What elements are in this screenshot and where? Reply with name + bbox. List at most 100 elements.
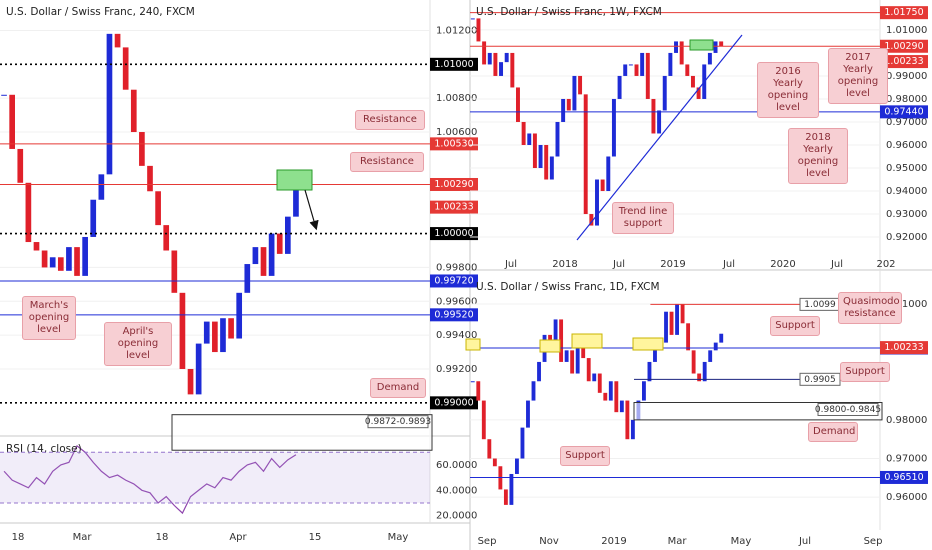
price-tag-label: 1.00530: [434, 138, 473, 149]
candle: [592, 373, 597, 382]
candle: [9, 94, 15, 149]
candle: [521, 121, 526, 145]
candle: [476, 18, 481, 42]
candle: [583, 94, 588, 215]
price-tag-label: 1.00290: [884, 41, 923, 52]
callout: Support: [840, 362, 890, 382]
candle: [668, 52, 673, 76]
candle: [285, 216, 291, 254]
x-tick-label: 15: [309, 532, 322, 543]
candle: [719, 333, 724, 343]
y-tick-label: 0.94000: [886, 186, 927, 197]
candle: [537, 361, 541, 382]
x-tick-label: Jul: [830, 259, 843, 270]
candle: [697, 373, 702, 382]
candle: [690, 75, 695, 88]
candle: [559, 319, 564, 362]
candle: [549, 156, 554, 180]
candle: [642, 381, 646, 401]
y-tick-label: 0.96000: [886, 140, 927, 151]
candle: [228, 318, 234, 339]
y-tick-label: 1.00600: [436, 127, 477, 138]
supply-box: [276, 169, 313, 191]
plot: [3, 444, 297, 515]
callout: Support: [770, 316, 820, 336]
y-tick-label: 1.01200: [436, 25, 477, 36]
candle: [696, 87, 701, 99]
candle: [25, 182, 32, 243]
y-tick-label: 0.98000: [886, 415, 927, 426]
x-tick-label: Apr: [229, 532, 247, 543]
chart-title: U.S. Dollar / Swiss Franc, 1W, FXCM: [476, 6, 662, 18]
candle: [586, 358, 591, 382]
candle: [685, 64, 690, 76]
candle: [503, 489, 508, 505]
zone-box: [465, 338, 481, 351]
candle: [657, 110, 662, 134]
candle: [578, 75, 583, 95]
candle: [41, 250, 48, 268]
candle: [106, 33, 113, 175]
candle: [581, 342, 586, 359]
x-tick-label: Sep: [864, 536, 883, 547]
candle: [179, 292, 186, 369]
candle: [220, 318, 226, 353]
candle: [719, 41, 724, 47]
x-tick-label: Nov: [539, 536, 559, 547]
candle: [482, 41, 487, 65]
zone-box: [571, 333, 603, 349]
callout: Demand: [808, 422, 858, 442]
price-tag-label: 0.97440: [884, 106, 923, 117]
callout: Trend line support: [612, 202, 674, 234]
price-tag-label: 1.00290: [434, 179, 473, 190]
price-tag: [430, 308, 478, 322]
last-price-label: 1.00233: [884, 56, 923, 67]
y-tick-label: 0.95000: [886, 163, 927, 174]
price-tag-label: 1.00000: [434, 228, 473, 239]
callout: Quasimodo resistance: [838, 292, 902, 324]
plot: [470, 12, 880, 238]
price-tag: [430, 137, 478, 151]
price-tag-label: 1.01000: [434, 59, 473, 70]
candle: [628, 64, 633, 66]
candle: [171, 250, 178, 293]
y-tick-label: 0.93000: [886, 209, 927, 220]
x-tick-label: 2019: [601, 536, 626, 547]
y-tick-label: 0.99400: [436, 330, 477, 341]
candle: [570, 350, 575, 374]
callout: Resistance: [355, 110, 425, 130]
candle: [611, 98, 616, 157]
x-tick-label: May: [388, 532, 409, 543]
zone-tag: [817, 403, 879, 416]
candle: [57, 257, 64, 271]
candle: [66, 247, 72, 271]
price-tag: [430, 57, 478, 71]
candle: [122, 47, 129, 90]
candle: [691, 350, 696, 374]
x-tick-label: 202: [876, 259, 895, 270]
candle: [634, 64, 639, 76]
candle: [561, 98, 566, 122]
candle: [664, 311, 668, 343]
callout: 2016 Yearly opening level: [757, 62, 819, 118]
candle: [509, 473, 514, 505]
candle: [686, 323, 691, 351]
last-price-tag: [880, 341, 928, 355]
candle: [260, 247, 267, 276]
price-tag: [880, 470, 928, 484]
candle: [195, 343, 202, 395]
candle: [74, 247, 80, 276]
candle: [470, 18, 475, 20]
candle: [531, 381, 536, 401]
candle: [481, 400, 486, 440]
candle: [49, 257, 56, 268]
y-tick-label: 1.01000: [886, 25, 927, 36]
candle: [504, 52, 509, 63]
candle: [82, 236, 88, 276]
candle: [566, 98, 571, 111]
price-tag: [430, 227, 478, 241]
candle: [606, 156, 611, 192]
candle: [532, 133, 537, 169]
candle: [614, 381, 619, 413]
